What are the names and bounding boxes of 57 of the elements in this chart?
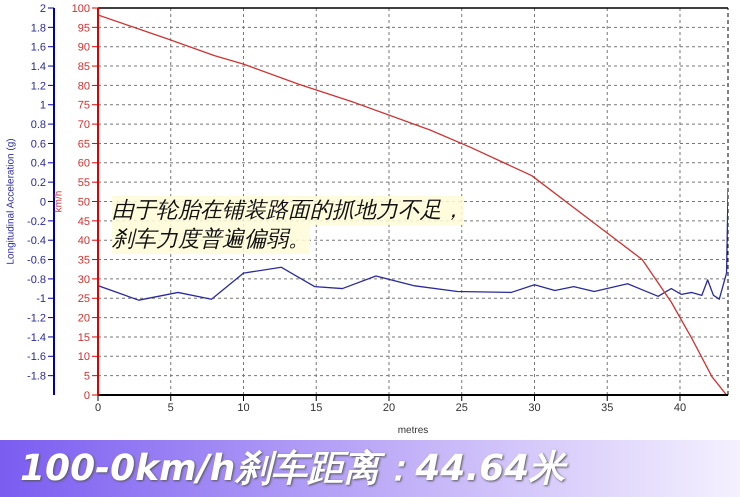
- y2-tick-label: 45: [78, 216, 90, 228]
- annotation: 由于轮胎在铺装路面的抓地力不足，: [112, 196, 464, 225]
- annotation: 刹车力度普遍偏弱。: [112, 225, 310, 254]
- y-tick-label: 0.2: [30, 177, 46, 190]
- y-axis-title: Longitudinal Acceleration (g): [6, 138, 17, 265]
- y2-tick-label: 100: [72, 2, 90, 15]
- x-tick-label: 15: [310, 402, 322, 414]
- x-axis-title: metres: [398, 425, 428, 436]
- y-tick-label: -1.8: [27, 370, 46, 383]
- y2-tick-label: 25: [78, 293, 90, 306]
- y-tick-label: 1.6: [30, 42, 46, 54]
- y-tick-label: 0.4: [30, 158, 46, 170]
- y2-tick-label: 90: [78, 42, 90, 54]
- y-tick-label: 1.2: [30, 80, 46, 92]
- y2-axis-title: km/h: [54, 190, 65, 212]
- y2-tick-label: 40: [78, 235, 90, 248]
- x-tick-label: 35: [601, 402, 614, 414]
- y2-tick-label: 10: [78, 351, 90, 364]
- y-tick-label: -1: [36, 293, 46, 306]
- y2-tick-label: 80: [78, 80, 90, 92]
- y2-tick-label: 85: [78, 60, 90, 73]
- y2-tick-label: 15: [78, 332, 90, 344]
- y-tick-label: -0.4: [27, 235, 46, 248]
- y-tick-label: 0: [40, 196, 46, 208]
- y-tick-label: -1.4: [27, 332, 46, 344]
- x-tick-label: 30: [528, 402, 541, 414]
- y-tick-label: 1.4: [30, 60, 46, 73]
- y2-tick-label: 0: [84, 390, 90, 402]
- y-tick-label: 0.6: [30, 138, 46, 150]
- y-tick-label: -0.8: [27, 274, 46, 286]
- x-tick-label: 20: [382, 402, 396, 414]
- y2-tick-label: 75: [78, 100, 90, 112]
- y-tick-label: 2: [40, 2, 46, 15]
- y2-tick-label: 95: [78, 22, 90, 34]
- y-tick-label: 1: [40, 100, 46, 112]
- y-tick-label: -1.2: [27, 312, 46, 325]
- y-tick-label: -0.6: [27, 254, 46, 266]
- y-tick-label: -1.6: [27, 351, 46, 364]
- y-tick-label: 1.8: [30, 22, 46, 34]
- y2-tick-label: 70: [78, 119, 90, 132]
- x-tick-label: 25: [456, 402, 468, 414]
- y2-tick-label: 50: [78, 196, 90, 208]
- y2-tick-label: 20: [78, 312, 90, 325]
- x-tick-label: 40: [674, 402, 686, 414]
- y2-tick-label: 35: [78, 254, 90, 266]
- y2-tick-label: 5: [84, 370, 90, 383]
- y-tick-label: -0.2: [27, 216, 46, 228]
- x-tick-label: 5: [168, 402, 174, 414]
- y2-tick-label: 55: [78, 177, 90, 190]
- x-tick-label: 0: [94, 402, 102, 414]
- x-tick-label: 10: [237, 402, 250, 414]
- y2-tick-label: 60: [78, 158, 90, 170]
- text: 100-0km/h刹车距离：44.64米: [20, 447, 566, 491]
- y2-tick-label: 65: [78, 138, 90, 150]
- y2-tick-label: 30: [78, 274, 90, 286]
- line-series: [98, 191, 728, 301]
- y-tick-label: 0.8: [30, 119, 46, 132]
